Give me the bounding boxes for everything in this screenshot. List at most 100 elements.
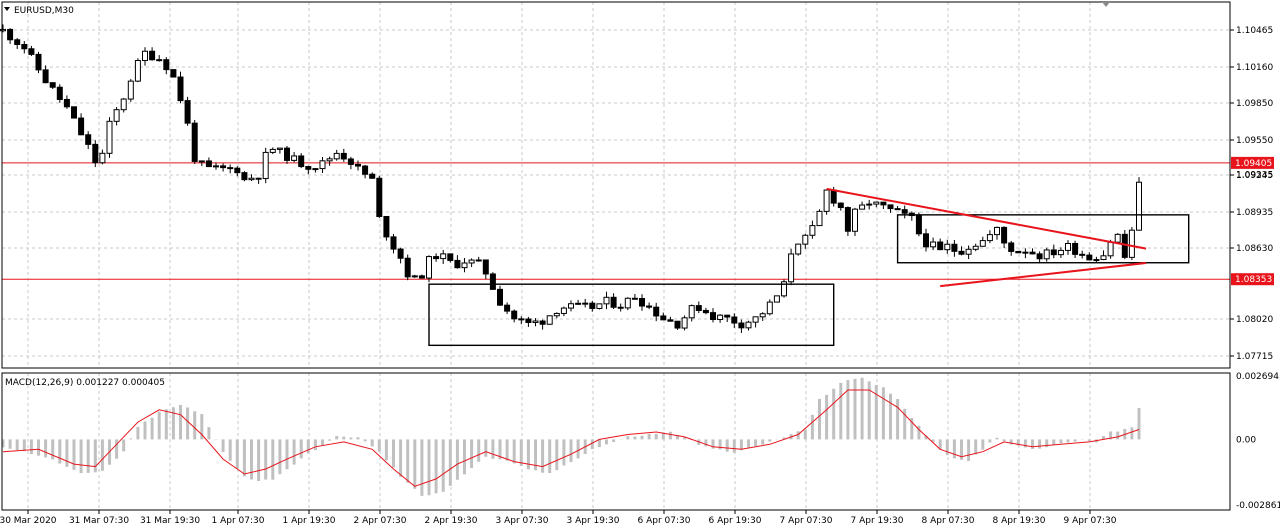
candle-body: [951, 243, 958, 252]
candle: [795, 243, 802, 256]
candle-body: [433, 256, 440, 260]
candle-body: [653, 306, 660, 317]
candle: [972, 243, 979, 252]
time-tick-label: 1 Apr 19:30: [283, 516, 336, 526]
candle: [1050, 244, 1057, 259]
price-tick-label: 1.10160: [1236, 63, 1273, 73]
drawing-objects[interactable]: [428, 187, 1190, 347]
candle: [276, 147, 283, 154]
candle: [1065, 240, 1071, 255]
candle: [923, 228, 929, 252]
candle: [511, 309, 518, 323]
candle-body: [0, 28, 6, 32]
candle: [809, 220, 816, 239]
chart-shift-marker-icon[interactable]: [1102, 2, 1110, 7]
candle-body: [426, 256, 432, 279]
range-rectangle[interactable]: [896, 214, 1190, 264]
candle: [347, 156, 354, 170]
candle-body: [78, 117, 85, 136]
candle: [937, 238, 944, 251]
candle: [965, 245, 972, 260]
time-tick-label: 9 Apr 07:30: [1064, 516, 1117, 526]
candle-body: [873, 201, 880, 205]
candle-body: [411, 275, 418, 278]
time-tick-label: 8 Apr 07:30: [922, 516, 975, 526]
candle-body: [369, 173, 376, 179]
candle: [1114, 233, 1121, 243]
candle-body: [624, 297, 631, 309]
candle: [1128, 227, 1135, 261]
candle: [71, 106, 77, 119]
candle-body: [809, 225, 816, 236]
price-panel-frame: [1, 1, 1231, 369]
candle: [575, 299, 582, 305]
candle: [866, 199, 873, 210]
candle: [653, 302, 660, 322]
candle-body: [688, 305, 695, 319]
candle-body: [312, 168, 319, 171]
candle: [873, 201, 880, 208]
candle: [269, 147, 276, 155]
candle-body: [113, 109, 120, 122]
trendline[interactable]: [826, 187, 1147, 250]
candle-body: [844, 207, 851, 232]
candle: [1079, 250, 1086, 259]
macd-tick-label: 0.00: [1236, 435, 1256, 445]
symbol-header[interactable]: EURUSD,M30: [4, 6, 74, 16]
candle-body: [1008, 242, 1015, 252]
candle-body: [1015, 250, 1022, 254]
candle: [184, 96, 191, 126]
candle-body: [866, 203, 873, 206]
trendline[interactable]: [940, 261, 1147, 288]
candle: [589, 300, 596, 312]
candle-body: [497, 288, 503, 306]
candle: [177, 71, 184, 104]
macd-tick-label: -0.002861: [1236, 501, 1280, 511]
candle-body: [575, 302, 582, 305]
candle-body: [489, 273, 496, 290]
time-tick-label: 6 Apr 07:30: [638, 516, 691, 526]
candle-body: [710, 312, 716, 320]
candle: [1043, 247, 1050, 262]
range-rectangle[interactable]: [428, 283, 835, 347]
candle: [85, 131, 92, 150]
candle: [284, 146, 290, 164]
candle-body: [788, 253, 795, 283]
price-tick-label: 1.08630: [1236, 244, 1273, 254]
candle-body: [106, 120, 113, 154]
candle: [468, 258, 475, 268]
candle-body: [418, 275, 425, 279]
candle: [475, 256, 482, 262]
candle-body: [42, 69, 49, 84]
candle: [646, 302, 653, 310]
candle-body: [49, 82, 56, 88]
dropdown-triangle-icon[interactable]: [4, 7, 10, 11]
candle: [0, 24, 6, 33]
candle: [198, 160, 205, 167]
candle: [191, 119, 198, 164]
candle-body: [1128, 229, 1135, 258]
candle-body: [177, 76, 184, 102]
candle-body: [837, 202, 844, 209]
candle: [788, 248, 795, 286]
price-tick-label: 1.09850: [1236, 99, 1273, 109]
candle: [731, 313, 738, 328]
candle: [759, 312, 766, 322]
candle-body: [859, 204, 866, 210]
candle: [127, 79, 134, 102]
candle: [291, 151, 298, 163]
price-tag-box: [1231, 273, 1274, 286]
candle: [681, 315, 688, 331]
candle-body: [731, 316, 738, 324]
candle-body: [28, 48, 35, 55]
candle-body: [795, 243, 802, 255]
candle-body: [766, 301, 773, 315]
candle: [142, 47, 148, 66]
candle-body: [617, 306, 624, 309]
candle-body: [234, 167, 241, 174]
candle: [340, 148, 347, 162]
candle: [447, 253, 454, 263]
candle-body: [461, 262, 468, 269]
